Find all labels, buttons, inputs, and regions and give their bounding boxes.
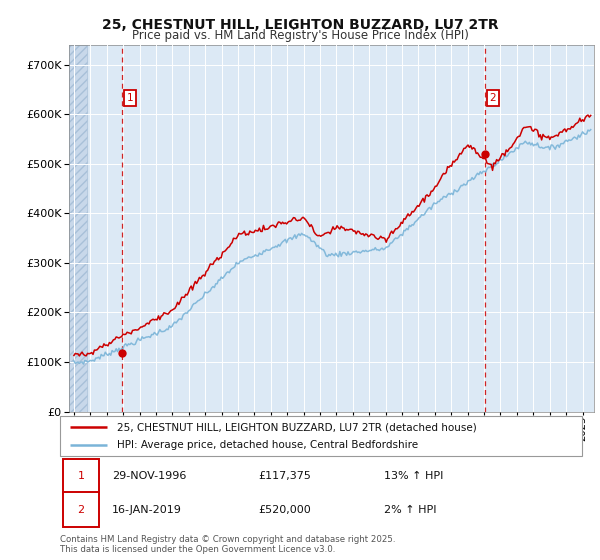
Text: HPI: Average price, detached house, Central Bedfordshire: HPI: Average price, detached house, Cent… [118, 440, 419, 450]
Bar [69, 45, 88, 412]
FancyBboxPatch shape [63, 492, 98, 527]
Text: Price paid vs. HM Land Registry's House Price Index (HPI): Price paid vs. HM Land Registry's House … [131, 29, 469, 42]
Text: 1: 1 [77, 471, 85, 481]
FancyBboxPatch shape [60, 416, 582, 456]
Text: 2: 2 [77, 505, 85, 515]
Text: 25, CHESTNUT HILL, LEIGHTON BUZZARD, LU7 2TR (detached house): 25, CHESTNUT HILL, LEIGHTON BUZZARD, LU7… [118, 422, 477, 432]
Text: 25, CHESTNUT HILL, LEIGHTON BUZZARD, LU7 2TR: 25, CHESTNUT HILL, LEIGHTON BUZZARD, LU7… [101, 18, 499, 32]
Bar [69, 45, 88, 412]
Text: 29-NOV-1996: 29-NOV-1996 [112, 471, 187, 481]
Text: Contains HM Land Registry data © Crown copyright and database right 2025.
This d: Contains HM Land Registry data © Crown c… [60, 535, 395, 554]
Text: 2: 2 [490, 93, 496, 103]
Text: 1: 1 [127, 93, 133, 103]
FancyBboxPatch shape [63, 459, 98, 493]
Text: £117,375: £117,375 [259, 471, 311, 481]
Text: 13% ↑ HPI: 13% ↑ HPI [383, 471, 443, 481]
Text: 16-JAN-2019: 16-JAN-2019 [112, 505, 182, 515]
Text: 2% ↑ HPI: 2% ↑ HPI [383, 505, 436, 515]
Text: £520,000: £520,000 [259, 505, 311, 515]
